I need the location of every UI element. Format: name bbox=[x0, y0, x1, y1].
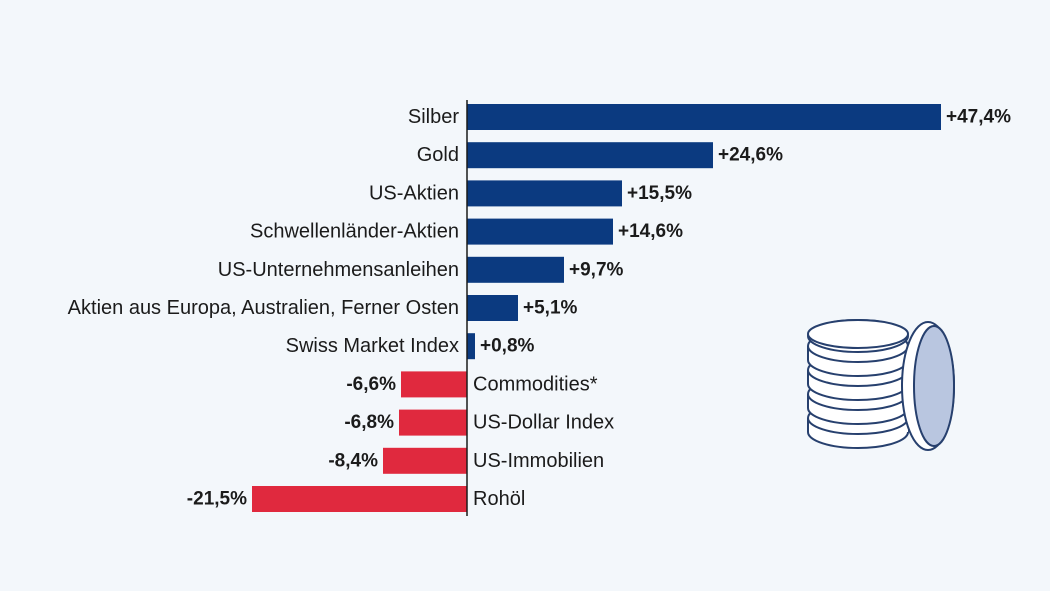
bar-0 bbox=[467, 104, 941, 130]
bar-9 bbox=[383, 447, 467, 474]
value-label: -21,5% bbox=[187, 489, 247, 510]
bar-3 bbox=[467, 218, 613, 245]
labels-layer: Silber +47,4% Gold +24,6% US-Aktien +15,5% Sch… bbox=[68, 106, 1011, 510]
bar-6 bbox=[467, 333, 475, 360]
category-label: Commodities* bbox=[473, 373, 598, 395]
category-label: Silber bbox=[408, 106, 459, 128]
category-label: Schwellenländer-Aktien bbox=[250, 221, 459, 243]
value-label: +24,6% bbox=[718, 145, 783, 166]
category-label: Gold bbox=[417, 144, 459, 166]
bars-layer bbox=[252, 104, 941, 512]
category-label: US-Immobilien bbox=[473, 450, 604, 472]
category-label: Rohöl bbox=[473, 488, 525, 510]
value-label: +15,5% bbox=[627, 183, 692, 204]
value-label: +14,6% bbox=[618, 221, 683, 242]
bar-2 bbox=[467, 180, 622, 207]
bar-1 bbox=[467, 142, 713, 169]
value-label: +47,4% bbox=[946, 107, 1011, 128]
coin-stack-icon bbox=[807, 319, 955, 451]
value-label: -6,6% bbox=[346, 374, 396, 395]
bar-8 bbox=[399, 409, 467, 436]
bar-10 bbox=[252, 486, 467, 512]
bar-7 bbox=[401, 371, 467, 398]
category-label: US-Dollar Index bbox=[473, 412, 614, 434]
value-label: +9,7% bbox=[569, 259, 624, 280]
value-label: +5,1% bbox=[523, 298, 578, 319]
value-label: -6,8% bbox=[344, 412, 394, 433]
category-label: Aktien aus Europa, Australien, Ferner Os… bbox=[68, 297, 459, 319]
category-label: US-Unternehmensanleihen bbox=[218, 259, 459, 281]
category-label: Swiss Market Index bbox=[286, 335, 459, 357]
bar-4 bbox=[467, 256, 564, 283]
value-label: -8,4% bbox=[328, 450, 378, 471]
value-label: +0,8% bbox=[480, 336, 535, 357]
bar-5 bbox=[467, 295, 518, 321]
category-label: US-Aktien bbox=[369, 182, 459, 204]
